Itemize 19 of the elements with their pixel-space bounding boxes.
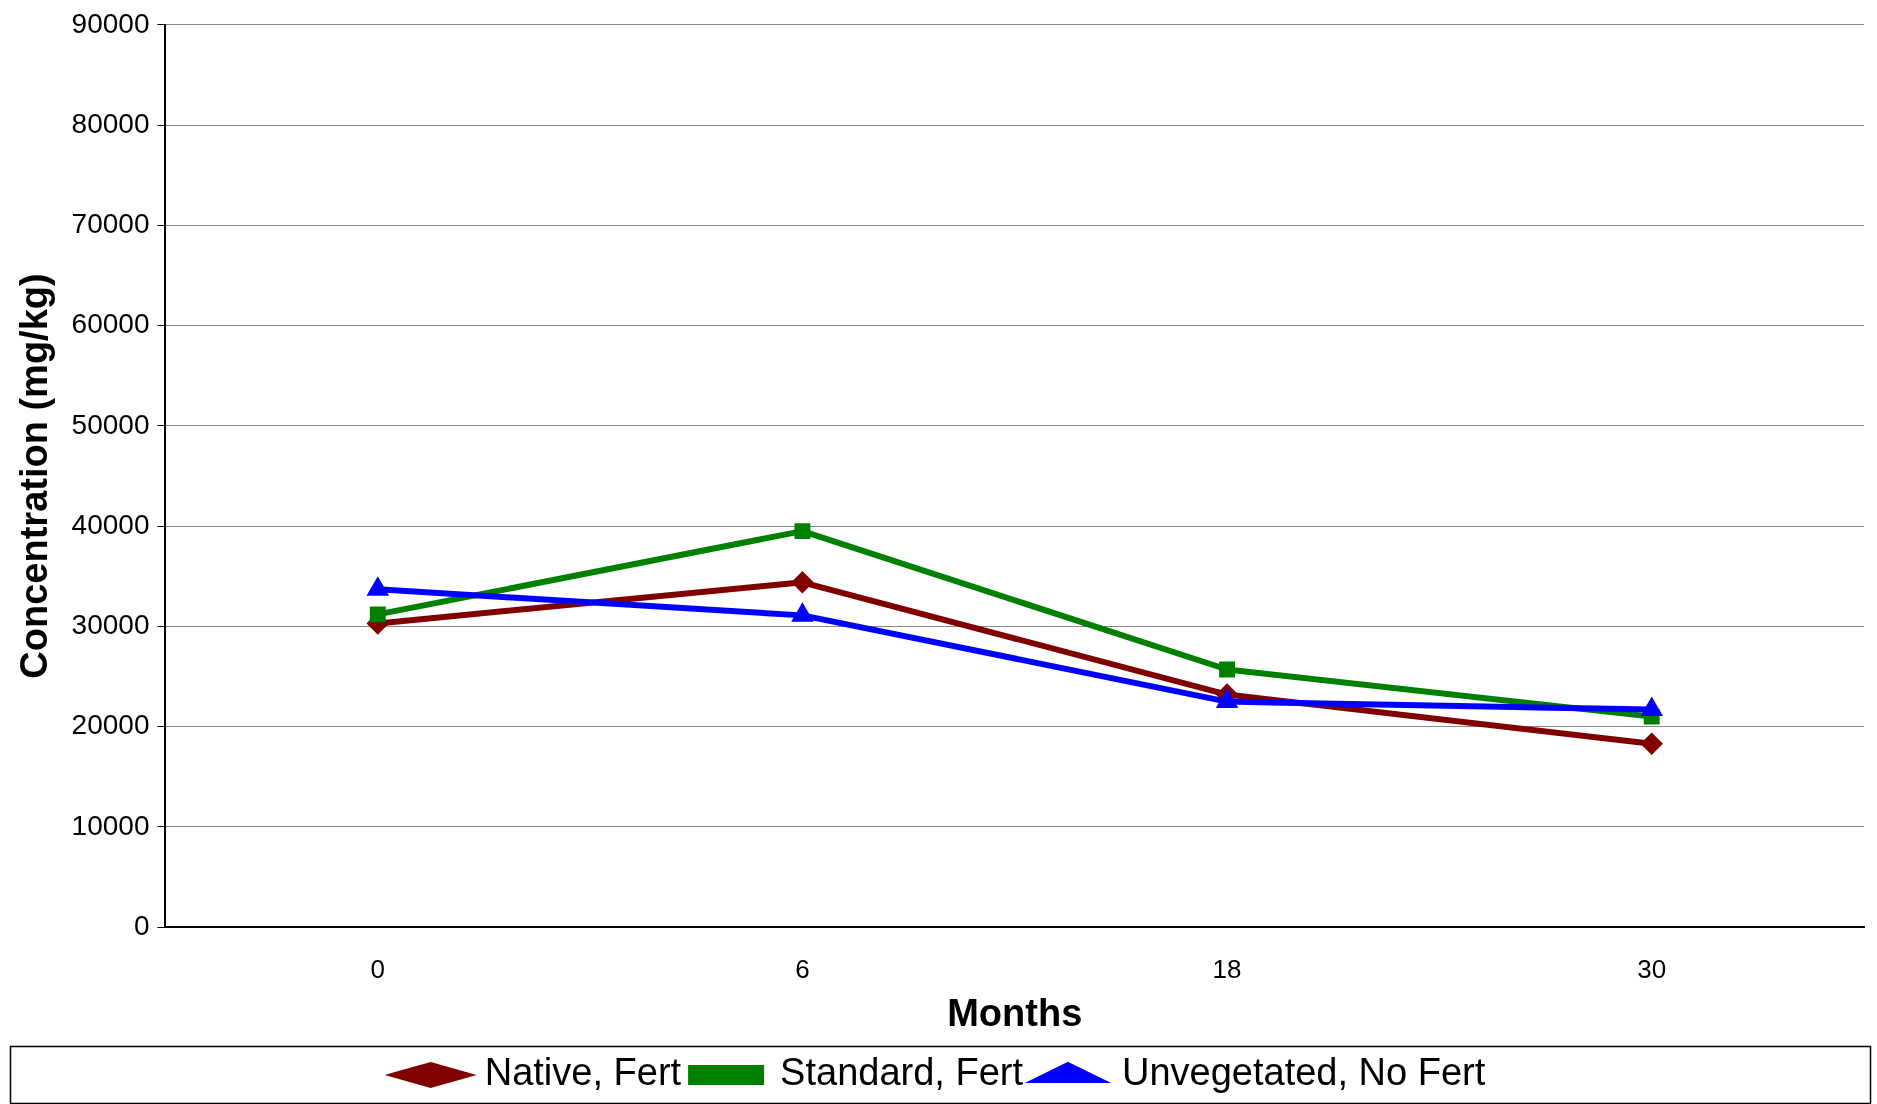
y-tick-label: 50000 [71, 408, 150, 440]
y-tick-label: 80000 [71, 107, 150, 139]
x-tick-label: 6 [795, 953, 810, 984]
legend-label: Native, Fert [484, 1051, 682, 1094]
x-tick-label: 30 [1637, 953, 1667, 984]
y-tick-label: 60000 [71, 308, 150, 340]
y-axis-title: Concentration (mg/kg) [13, 273, 56, 679]
legend-label: Standard, Fert [780, 1051, 1024, 1094]
x-axis-title: Months [947, 991, 1083, 1034]
y-tick-label: 10000 [71, 809, 150, 841]
x-tick-label: 18 [1212, 953, 1242, 984]
y-tick-label: 30000 [71, 609, 150, 641]
y-tick-label: 70000 [71, 208, 150, 240]
y-tick-label: 90000 [71, 7, 150, 39]
y-tick-label: 0 [133, 909, 150, 941]
x-tick-label: 0 [370, 953, 386, 984]
legend-label: Unvegetated, No Fert [1121, 1051, 1486, 1094]
y-tick-label: 40000 [71, 508, 150, 540]
y-tick-label: 20000 [71, 709, 150, 741]
